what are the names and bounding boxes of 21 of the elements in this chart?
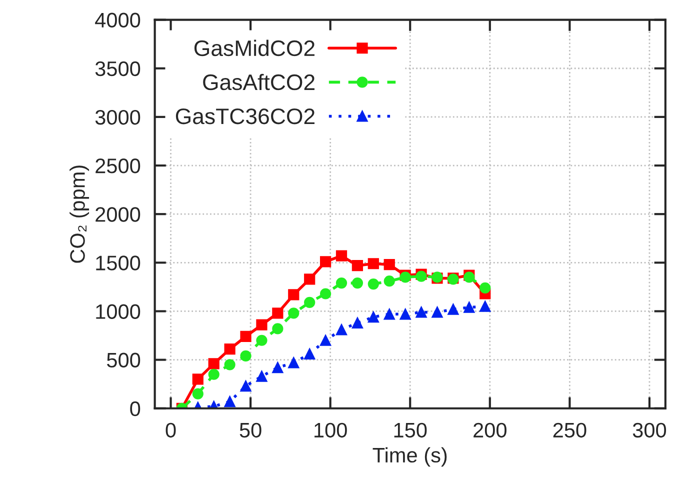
y-tick-label: 1500 (96, 256, 140, 270)
y-axis-title: CO₂ (ppm) (70, 166, 90, 263)
legend-label: GasMidCO2 (194, 40, 314, 56)
y-tick-label: 4000 (95, 12, 140, 28)
x-tick-label: 200 (474, 422, 506, 438)
y-tick-label: 2500 (96, 158, 140, 174)
legend-label: GasTC36CO2 (176, 108, 314, 124)
x-tick-label: 100 (314, 422, 347, 438)
legend-label: GasAftCO2 (203, 74, 314, 90)
x-tick-label: 250 (553, 422, 586, 438)
y-tick-label: 0 (130, 401, 140, 416)
y-tick-label: 3500 (95, 61, 140, 76)
x-tick-label: 150 (394, 422, 427, 438)
x-tick-label: 0 (166, 422, 176, 438)
x-axis-title: Time (s) (372, 447, 447, 467)
y-tick-label: 2000 (96, 207, 140, 222)
y-tick-label: 1000 (96, 304, 140, 319)
x-tick-label: 300 (632, 422, 666, 438)
y-tick-label: 3000 (95, 110, 140, 125)
y-tick-label: 500 (107, 352, 140, 368)
x-tick-label: 50 (240, 422, 262, 438)
